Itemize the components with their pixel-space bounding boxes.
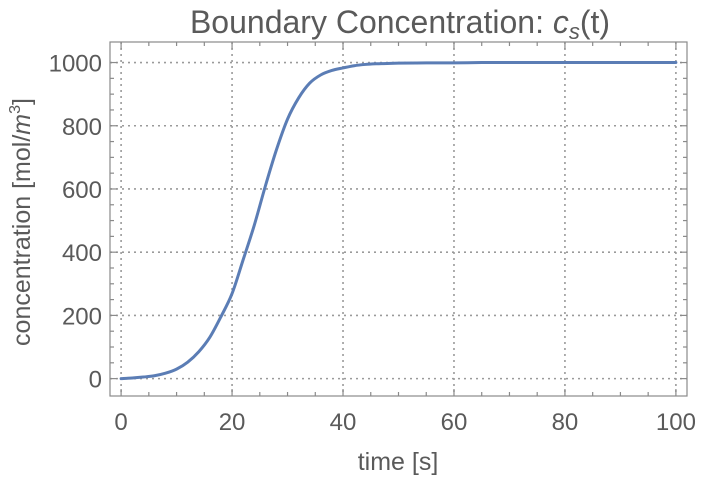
x-tick-label: 40 xyxy=(330,409,357,436)
y-tick-label: 0 xyxy=(89,367,102,394)
chart-title: Boundary Concentration: cs(t) xyxy=(190,4,610,44)
x-tick-label: 80 xyxy=(552,409,579,436)
x-tick-labels: 0 20 40 60 80 100 xyxy=(114,409,696,436)
series-line xyxy=(119,61,678,381)
x-tick-label: 20 xyxy=(219,409,246,436)
y-tick-label: 400 xyxy=(62,240,102,267)
x-axis-label: time [s] xyxy=(358,448,439,476)
x-tick-label: 100 xyxy=(656,409,696,436)
x-tick-label: 60 xyxy=(441,409,468,436)
y-tick-label: 200 xyxy=(62,303,102,330)
x-tick-label: 0 xyxy=(114,409,127,436)
series-group xyxy=(119,61,678,381)
y-axis-label: concentration [mol/m3] xyxy=(7,98,36,346)
y-tick-label: 600 xyxy=(62,177,102,204)
tick-marks xyxy=(110,42,687,396)
y-tick-label: 1000 xyxy=(49,51,102,78)
y-tick-label: 800 xyxy=(62,114,102,141)
plot-frame xyxy=(109,41,688,397)
grid-lines xyxy=(110,42,687,396)
y-tick-labels: 0 200 400 600 800 1000 xyxy=(49,51,102,394)
